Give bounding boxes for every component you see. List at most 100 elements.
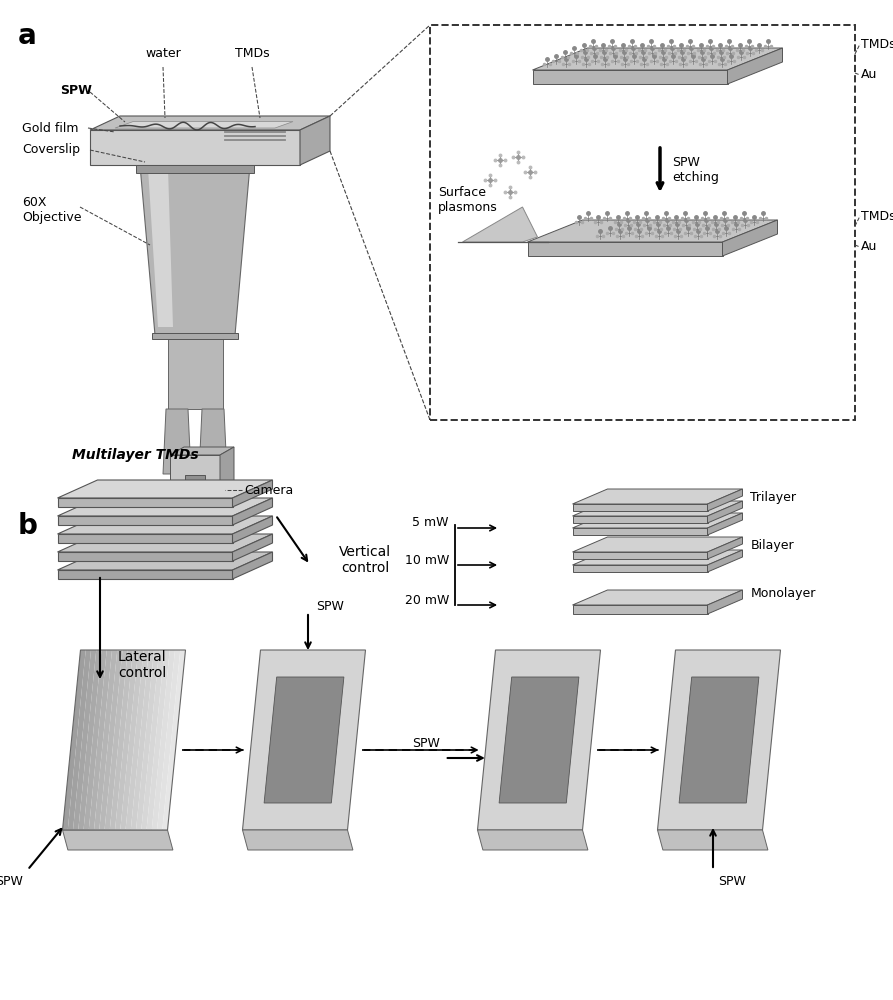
Polygon shape <box>199 409 227 474</box>
Polygon shape <box>572 528 707 535</box>
Text: Au: Au <box>861 240 878 253</box>
Polygon shape <box>136 650 159 830</box>
Polygon shape <box>232 498 272 525</box>
Polygon shape <box>572 501 742 516</box>
Polygon shape <box>707 537 742 559</box>
Polygon shape <box>57 498 232 507</box>
Polygon shape <box>572 516 707 523</box>
Polygon shape <box>232 516 272 543</box>
Text: Coverslip: Coverslip <box>22 143 80 156</box>
Polygon shape <box>657 650 780 830</box>
Polygon shape <box>63 650 86 830</box>
Polygon shape <box>528 220 778 242</box>
Polygon shape <box>163 650 186 830</box>
Polygon shape <box>264 677 344 803</box>
Polygon shape <box>220 447 234 500</box>
Polygon shape <box>163 409 191 474</box>
Text: SPW: SPW <box>412 737 439 750</box>
Polygon shape <box>499 677 579 803</box>
Text: TMDs: TMDs <box>861 37 893 50</box>
Polygon shape <box>94 650 117 830</box>
Polygon shape <box>79 650 102 830</box>
Polygon shape <box>243 830 353 850</box>
Bar <box>185 475 205 495</box>
Polygon shape <box>572 552 707 559</box>
Text: Multilayer TMDs: Multilayer TMDs <box>71 448 198 462</box>
Polygon shape <box>572 565 707 572</box>
Polygon shape <box>84 650 107 830</box>
Polygon shape <box>572 489 742 504</box>
Polygon shape <box>572 513 742 528</box>
Polygon shape <box>88 650 112 830</box>
Polygon shape <box>170 447 234 455</box>
Polygon shape <box>157 650 180 830</box>
Text: 10 mW: 10 mW <box>405 554 449 566</box>
Polygon shape <box>57 552 232 561</box>
Text: Au: Au <box>861 68 878 82</box>
Text: SPW: SPW <box>60 84 92 97</box>
Polygon shape <box>679 677 759 803</box>
Polygon shape <box>572 537 742 552</box>
Polygon shape <box>73 650 96 830</box>
Polygon shape <box>152 650 175 830</box>
Text: TMDs: TMDs <box>861 210 893 223</box>
Polygon shape <box>528 242 722 256</box>
Polygon shape <box>104 650 128 830</box>
Text: a: a <box>18 22 37 50</box>
Polygon shape <box>90 116 330 130</box>
Polygon shape <box>478 650 600 830</box>
Polygon shape <box>232 534 272 561</box>
Polygon shape <box>57 516 272 534</box>
Polygon shape <box>463 207 538 242</box>
Polygon shape <box>232 480 272 507</box>
Text: SPW: SPW <box>718 875 746 888</box>
Polygon shape <box>532 48 782 70</box>
Polygon shape <box>63 830 173 850</box>
Polygon shape <box>707 489 742 511</box>
Text: Surface
plasmons: Surface plasmons <box>438 186 497 214</box>
Polygon shape <box>707 501 742 523</box>
Text: 5 mW: 5 mW <box>413 516 449 530</box>
Text: TMDs: TMDs <box>235 47 270 60</box>
Text: Bilayer: Bilayer <box>750 539 794 552</box>
Polygon shape <box>657 830 768 850</box>
Polygon shape <box>57 516 232 525</box>
Text: SPW
etching: SPW etching <box>672 156 719 184</box>
Polygon shape <box>115 650 138 830</box>
Text: Gold film: Gold film <box>22 121 79 134</box>
Polygon shape <box>126 650 149 830</box>
Text: 60X
Objective: 60X Objective <box>22 196 81 224</box>
Polygon shape <box>121 650 144 830</box>
Polygon shape <box>115 122 293 128</box>
Polygon shape <box>300 116 330 165</box>
Polygon shape <box>572 590 742 605</box>
Polygon shape <box>728 48 782 84</box>
Text: b: b <box>18 512 38 540</box>
Polygon shape <box>130 650 154 830</box>
Text: SPW: SPW <box>0 875 22 888</box>
Polygon shape <box>478 830 588 850</box>
Polygon shape <box>57 534 232 543</box>
Polygon shape <box>722 220 778 256</box>
Polygon shape <box>532 70 728 84</box>
Text: SPW: SPW <box>316 600 344 613</box>
Polygon shape <box>57 570 232 579</box>
Polygon shape <box>170 455 220 500</box>
Polygon shape <box>232 552 272 579</box>
Polygon shape <box>140 165 250 335</box>
Polygon shape <box>148 168 173 327</box>
Text: Trilayer: Trilayer <box>750 491 797 504</box>
Polygon shape <box>572 605 707 614</box>
Polygon shape <box>146 650 170 830</box>
Polygon shape <box>141 650 164 830</box>
Polygon shape <box>243 650 365 830</box>
Polygon shape <box>57 498 272 516</box>
Ellipse shape <box>150 159 240 174</box>
Polygon shape <box>57 534 272 552</box>
Text: Vertical
control: Vertical control <box>339 545 391 575</box>
Polygon shape <box>572 504 707 511</box>
Polygon shape <box>90 130 300 165</box>
Text: Monolayer: Monolayer <box>750 587 816 600</box>
Polygon shape <box>57 480 272 498</box>
Polygon shape <box>68 650 91 830</box>
